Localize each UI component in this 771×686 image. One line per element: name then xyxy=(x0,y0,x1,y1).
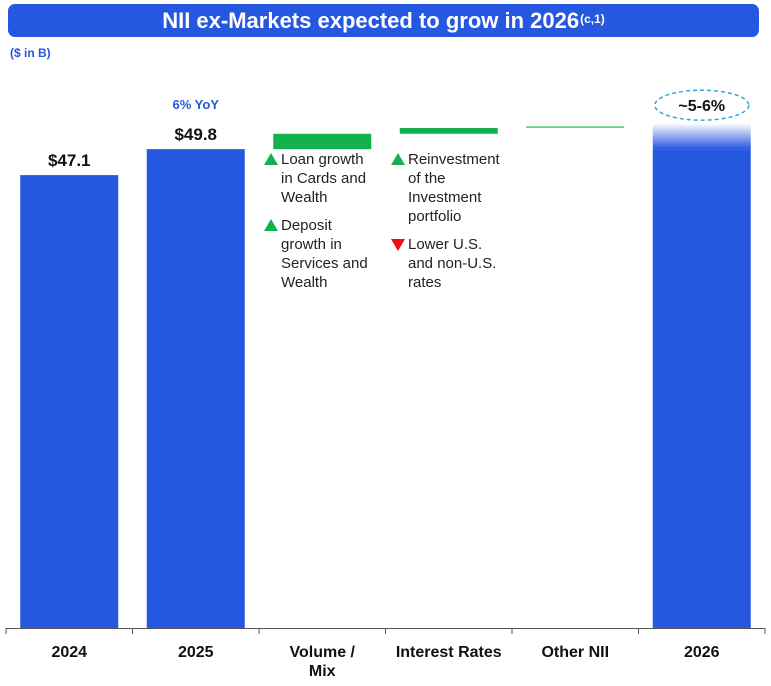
x-tick-label-2025: 2025 xyxy=(178,644,214,661)
annotation-loan-growth: Loan growth in Cards and Wealth xyxy=(264,150,379,207)
down-triangle-icon xyxy=(391,239,405,251)
annotation-text: Loan growth in Cards and Wealth xyxy=(281,151,367,206)
up-triangle-icon xyxy=(264,153,278,165)
x-tick-label-other-nii: Other NII xyxy=(541,644,609,661)
data-label-2024: $47.1 xyxy=(48,151,91,170)
x-tick-label-interest-rates: Interest Rates xyxy=(396,644,502,661)
title-footnote-ref: (c,1) xyxy=(580,11,605,26)
data-label-2025: $49.8 xyxy=(174,125,217,144)
annotation-lower-rates: Lower U.S. and non-U.S. rates xyxy=(391,235,511,292)
bar-interest-rates xyxy=(399,128,498,134)
x-tick-label-2026: 2026 xyxy=(684,644,720,661)
bar-2026 xyxy=(652,149,751,628)
up-triangle-icon xyxy=(391,153,405,165)
x-tick-label-2024: 2024 xyxy=(51,644,87,661)
growth-callout-oval xyxy=(654,89,750,121)
annotation-text: Reinvestment of the Investment portfolio xyxy=(408,151,500,225)
growth-callout-label: ~5-6% xyxy=(678,98,725,115)
bar-2025 xyxy=(146,149,245,628)
bar-2024 xyxy=(20,175,119,628)
x-tick-label-volume-mix: Volume / Mix xyxy=(290,644,356,680)
yoy-label-2025: 6% YoY xyxy=(173,97,220,112)
annotation-text: Lower U.S. and non-U.S. rates xyxy=(408,236,497,291)
up-triangle-icon xyxy=(264,219,278,231)
volume-mix-annotations: Loan growth in Cards and Wealth Deposit … xyxy=(264,150,379,301)
annotation-reinvestment: Reinvestment of the Investment portfolio xyxy=(391,150,511,226)
unit-label: ($ in B) xyxy=(10,46,51,60)
interest-rates-annotations: Reinvestment of the Investment portfolio… xyxy=(391,150,511,301)
bar-fade-2026 xyxy=(652,123,751,150)
bar-volume-mix xyxy=(273,133,372,150)
annotation-text: Deposit growth in Services and Wealth xyxy=(281,217,368,291)
chart-title: NII ex-Markets expected to grow in 2026 xyxy=(162,7,580,33)
chart-title-banner: NII ex-Markets expected to grow in 2026(… xyxy=(8,4,759,37)
annotation-deposit-growth: Deposit growth in Services and Wealth xyxy=(264,216,379,292)
